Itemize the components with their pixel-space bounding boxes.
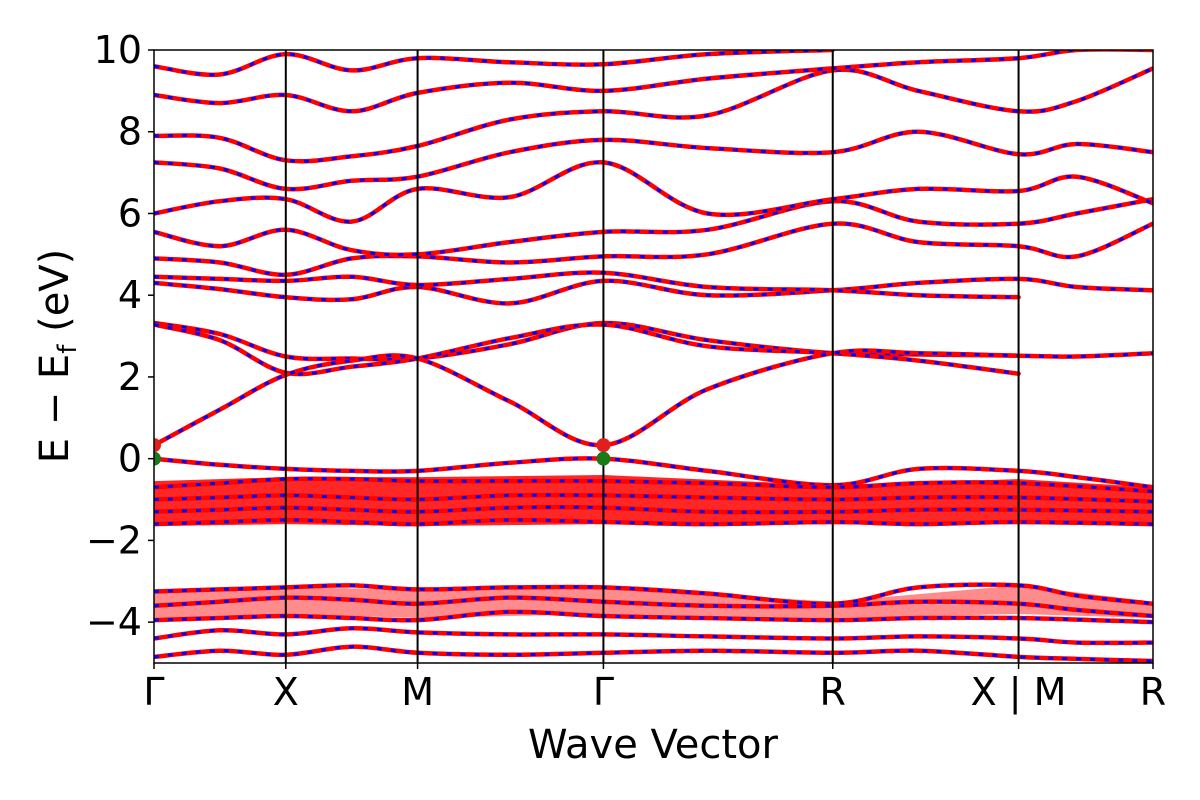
xtick-label-5: X | M	[971, 670, 1067, 715]
ytick-label-6: 8	[118, 110, 142, 154]
ytick-label-3: 2	[118, 355, 142, 399]
ytick-label-7: 10	[94, 28, 142, 72]
plot-frame	[153, 49, 1154, 664]
band-line-dash-18	[154, 596, 1153, 618]
band-line-dash-5	[154, 222, 1153, 277]
y-axis-label-main: E − E	[32, 354, 78, 464]
band-line-dash-12	[154, 456, 1153, 489]
band-line-dash-17	[154, 583, 1153, 606]
y-axis-label: E − Ef (eV)	[32, 249, 83, 464]
ytick-label-5: 6	[118, 191, 142, 235]
cbm-marker-1	[596, 438, 611, 453]
band-line-dash-1	[154, 323, 1019, 376]
band-line-10	[154, 50, 1153, 114]
ytick-label-0: −4	[86, 600, 142, 644]
band-line-3	[154, 276, 1153, 306]
extrema-markers	[154, 438, 611, 466]
cbm-marker-0	[154, 438, 161, 453]
ytick-label-2: 0	[118, 437, 142, 481]
band-line-dash-2	[154, 348, 1019, 447]
band-line-dash-0	[154, 321, 1153, 362]
y-axis-label-subscript: f	[53, 344, 83, 354]
band-line-dash-4	[154, 271, 1019, 299]
ytick-label-1: −2	[86, 518, 142, 562]
high-symmetry-lines	[284, 50, 1020, 663]
band-line-dash-6	[154, 197, 1153, 257]
x-axis-ticks: Γ X M Γ R X | M R	[143, 663, 1166, 715]
xtick-label-3: Γ	[593, 670, 614, 714]
xtick-label-4: R	[820, 670, 846, 714]
band-line-11	[154, 50, 835, 78]
y-axis-label-unit: (eV)	[32, 249, 78, 345]
ytick-label-4: 4	[118, 273, 142, 317]
band-line-dash-20	[154, 626, 1153, 645]
band-line-dash-9	[154, 67, 1153, 163]
x-axis-label: Wave Vector	[528, 722, 779, 768]
vbm-marker-1	[596, 451, 611, 466]
lower-band-region	[154, 585, 1153, 618]
band-line-dash-21	[154, 645, 1153, 663]
band-line-dash-7	[154, 160, 1153, 224]
y-axis-ticks: −4 −2 0 2 4 6 8 10	[86, 28, 154, 644]
xtick-label-0: Γ	[143, 670, 164, 714]
xtick-label-1: X	[273, 670, 299, 714]
vbm-marker-0	[154, 451, 161, 466]
xtick-label-2: M	[401, 670, 434, 714]
xtick-label-6: R	[1140, 670, 1166, 714]
band-line-8	[154, 129, 1153, 192]
